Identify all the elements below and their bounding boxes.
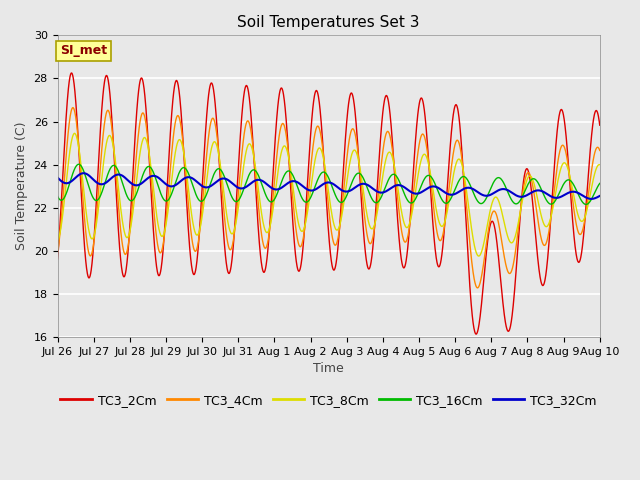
TC3_16Cm (303, 199, 311, 205)
TC3_16Cm (75, 161, 83, 167)
TC3_32Cm (580, 193, 588, 199)
TC3_2Cm (82, 255, 90, 261)
TC3_16Cm (582, 202, 589, 207)
TC3_8Cm (82, 204, 90, 209)
Legend: TC3_2Cm, TC3_4Cm, TC3_8Cm, TC3_16Cm, TC3_32Cm: TC3_2Cm, TC3_4Cm, TC3_8Cm, TC3_16Cm, TC3… (56, 389, 602, 412)
TC3_16Cm (596, 180, 604, 186)
TC3_8Cm (54, 237, 61, 243)
TC3_16Cm (481, 198, 488, 204)
TC3_32Cm (596, 193, 604, 199)
TC3_2Cm (472, 331, 480, 337)
TC3_32Cm (317, 182, 325, 188)
TC3_16Cm (317, 170, 325, 176)
TC3_8Cm (481, 235, 489, 240)
TC3_4Cm (580, 218, 588, 224)
X-axis label: Time: Time (313, 362, 344, 375)
TC3_2Cm (303, 187, 311, 192)
TC3_32Cm (588, 196, 595, 202)
TC3_4Cm (596, 147, 604, 153)
TC3_2Cm (68, 70, 76, 76)
TC3_32Cm (80, 170, 88, 176)
Title: Soil Temperatures Set 3: Soil Temperatures Set 3 (237, 15, 420, 30)
TC3_4Cm (317, 136, 325, 142)
TC3_4Cm (82, 226, 90, 232)
TC3_8Cm (580, 216, 588, 221)
Text: SI_met: SI_met (60, 44, 108, 58)
TC3_32Cm (54, 175, 61, 180)
TC3_2Cm (596, 122, 604, 128)
TC3_4Cm (69, 105, 77, 110)
TC3_2Cm (580, 225, 588, 230)
TC3_32Cm (82, 170, 90, 176)
TC3_2Cm (481, 264, 489, 269)
TC3_4Cm (580, 220, 588, 226)
TC3_8Cm (475, 253, 483, 259)
TC3_4Cm (481, 251, 489, 256)
Y-axis label: Soil Temperature (C): Soil Temperature (C) (15, 122, 28, 251)
TC3_2Cm (54, 256, 61, 262)
TC3_16Cm (54, 193, 61, 199)
TC3_8Cm (596, 162, 604, 168)
Line: TC3_4Cm: TC3_4Cm (58, 108, 600, 288)
TC3_4Cm (474, 285, 481, 291)
TC3_16Cm (82, 173, 90, 179)
TC3_16Cm (580, 201, 588, 207)
TC3_4Cm (303, 204, 311, 210)
Line: TC3_16Cm: TC3_16Cm (58, 164, 600, 204)
TC3_8Cm (303, 212, 311, 217)
TC3_32Cm (303, 186, 311, 192)
TC3_2Cm (317, 122, 325, 128)
Line: TC3_32Cm: TC3_32Cm (58, 173, 600, 199)
TC3_8Cm (580, 215, 588, 221)
Line: TC3_8Cm: TC3_8Cm (58, 133, 600, 256)
TC3_8Cm (317, 148, 325, 154)
TC3_32Cm (481, 193, 488, 199)
Line: TC3_2Cm: TC3_2Cm (58, 73, 600, 334)
TC3_4Cm (54, 249, 61, 255)
TC3_2Cm (580, 222, 588, 228)
TC3_8Cm (71, 131, 79, 136)
TC3_16Cm (580, 201, 588, 206)
TC3_32Cm (580, 194, 588, 200)
